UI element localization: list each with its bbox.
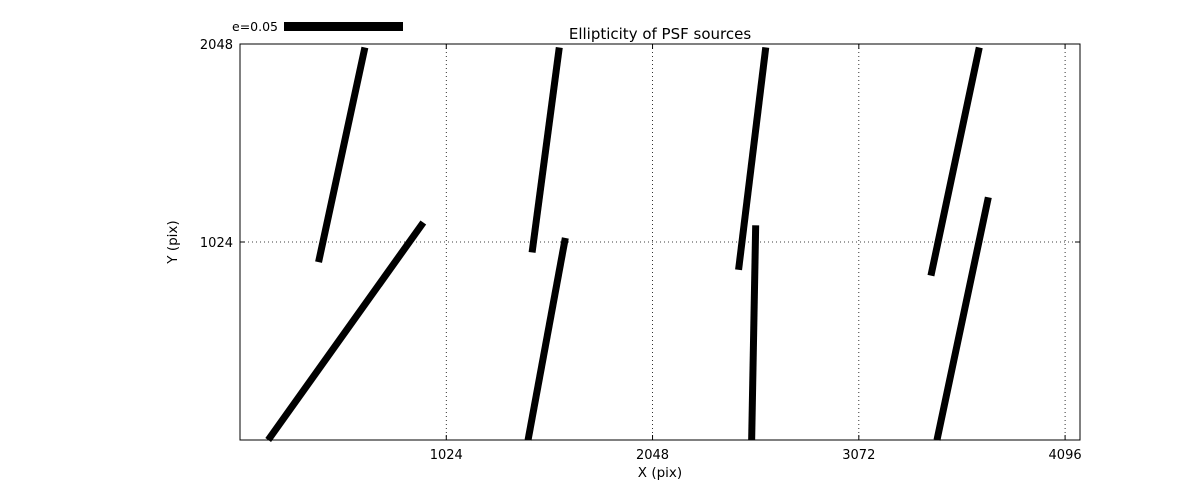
- ellipticity-whisker: [735, 47, 770, 271]
- ellipticity-whisker: [528, 47, 563, 253]
- x-axis-label: X (pix): [638, 465, 682, 481]
- ellipticity-whisker: [315, 46, 369, 263]
- x-tick-label: 4096: [1049, 448, 1082, 463]
- ellipticity-whisker: [933, 196, 992, 441]
- tick-label-layer: 1024 2048 3072 4096 1024 2048: [200, 38, 1082, 463]
- ellipticity-whiskers: [265, 46, 992, 443]
- grid-layer: [240, 43, 1080, 440]
- y-tick-label: 1024: [200, 236, 233, 251]
- x-tick-label: 1024: [430, 448, 463, 463]
- ellipticity-whisker: [524, 237, 569, 441]
- ellipticity-whisker: [927, 46, 983, 277]
- x-tick-label: 2048: [636, 448, 669, 463]
- y-tick-label: 2048: [200, 38, 233, 53]
- ellipticity-whisker: [265, 220, 427, 443]
- ellipticity-whisker: [748, 225, 760, 441]
- x-tick-label: 3072: [842, 448, 875, 463]
- chart-title: Ellipticity of PSF sources: [569, 25, 751, 43]
- legend-label: e=0.05: [232, 19, 278, 34]
- plot-border: [239, 43, 1081, 441]
- y-axis-label: Y (pix): [165, 220, 181, 264]
- legend-line-sample: [284, 22, 403, 31]
